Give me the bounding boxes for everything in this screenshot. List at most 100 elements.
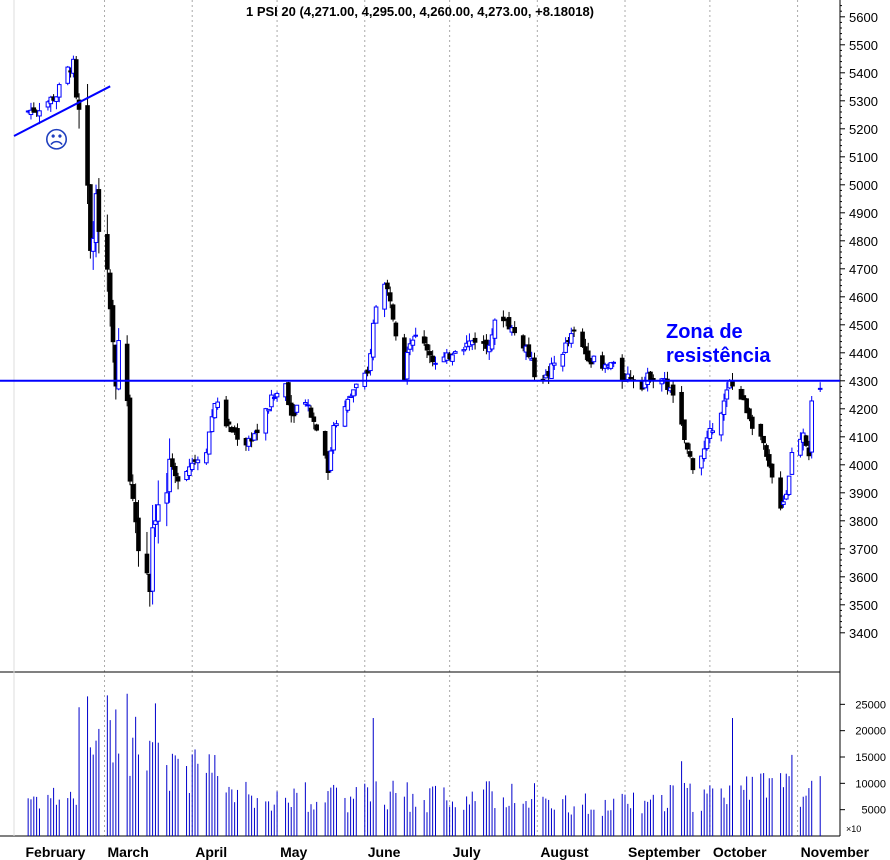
- candle-body: [127, 397, 133, 482]
- price-tick-label: 4100: [849, 430, 878, 445]
- price-tick-label: 5600: [849, 10, 878, 25]
- candle-body: [342, 406, 348, 427]
- month-gridlines: [104, 0, 799, 836]
- month-label: June: [368, 844, 401, 860]
- annotation-line-1: Zona de: [666, 321, 743, 343]
- candle-body: [314, 424, 319, 431]
- candle-body: [724, 389, 730, 400]
- candle-body: [133, 502, 138, 523]
- candle-body: [789, 452, 795, 475]
- candle-body: [155, 504, 161, 522]
- trendline: [13, 85, 111, 137]
- candle-body: [628, 376, 633, 379]
- candle-body: [144, 553, 150, 574]
- candle-body: [215, 401, 220, 408]
- candle-body: [189, 462, 195, 471]
- candle-body: [461, 349, 467, 352]
- candle-body: [591, 355, 597, 363]
- candle-body: [130, 484, 136, 499]
- candle-body: [778, 477, 783, 509]
- candle-body: [512, 327, 517, 334]
- candle-body: [345, 398, 351, 411]
- candle-body: [721, 400, 727, 415]
- candle-body: [747, 408, 752, 420]
- candle-body: [288, 402, 294, 416]
- candle-body: [90, 237, 96, 252]
- candle-body: [334, 423, 339, 427]
- candle-body: [670, 384, 676, 396]
- candle-body: [489, 334, 495, 350]
- month-label: July: [453, 844, 481, 860]
- candle-body: [107, 272, 113, 310]
- candle-body: [407, 343, 413, 350]
- month-label: April: [195, 844, 227, 860]
- candle-body: [271, 396, 277, 399]
- candle-body: [382, 283, 387, 310]
- volume-tick-label: 20000: [855, 726, 886, 738]
- candle-body: [235, 428, 240, 440]
- candle-body: [469, 340, 475, 346]
- month-label: March: [108, 844, 149, 860]
- candle-body: [85, 105, 90, 186]
- sad-face-icon: ☹: [44, 126, 70, 154]
- candle-body: [212, 402, 218, 419]
- candle-body: [294, 404, 300, 413]
- candle-body: [571, 329, 577, 332]
- resistance-annotation: Zona de resistência: [666, 320, 771, 368]
- candle-body: [124, 343, 130, 402]
- candle-body: [809, 400, 815, 453]
- overlay-lines: [0, 85, 840, 382]
- month-label: August: [540, 844, 589, 860]
- candle-body: [741, 395, 747, 401]
- candle-body: [96, 189, 102, 232]
- chart-frame: [0, 0, 841, 837]
- candle-body: [413, 334, 418, 337]
- price-tick-label: 5500: [849, 38, 878, 53]
- candle-body: [783, 493, 789, 500]
- price-tick-label: 4300: [849, 374, 878, 389]
- candle-body: [45, 101, 51, 108]
- candle-body: [348, 395, 353, 398]
- candle-body: [263, 408, 269, 434]
- chart-title: 1 PSI 20 (4,271.00, 4,295.00, 4,260.00, …: [245, 4, 595, 19]
- candle-body: [665, 378, 670, 390]
- candle-body: [206, 431, 212, 455]
- candle-body: [583, 346, 588, 355]
- month-label: February: [25, 844, 85, 860]
- candle-body: [76, 99, 82, 110]
- candle-body: [738, 388, 744, 400]
- candle-body: [54, 96, 59, 102]
- candle-body: [404, 351, 410, 380]
- annotation-line-2: resistência: [666, 345, 771, 367]
- candle-body: [761, 435, 766, 444]
- price-tick-label: 3900: [849, 486, 878, 501]
- candle-body: [370, 322, 376, 358]
- candle-body: [88, 184, 93, 251]
- candle-body: [611, 361, 616, 364]
- price-tick-label: 5200: [849, 122, 878, 137]
- candle-body: [769, 463, 775, 478]
- candle-body: [687, 451, 693, 457]
- volume-tick-label: 5000: [862, 805, 886, 817]
- candle-body: [110, 305, 116, 343]
- candle-body: [368, 353, 373, 372]
- price-tick-label: 5100: [849, 150, 878, 165]
- volume-axis: 5000 10000 15000 20000 25000 ×10: [840, 699, 886, 834]
- price-tick-label: 5300: [849, 94, 878, 109]
- candle-body: [150, 527, 155, 592]
- candle-body: [551, 362, 557, 366]
- candle-body: [303, 401, 308, 405]
- candle-body: [223, 399, 229, 427]
- candle-body: [393, 322, 399, 337]
- price-tick-label: 4800: [849, 234, 878, 249]
- candle-body: [266, 408, 271, 412]
- candle-body: [373, 306, 379, 324]
- price-tick-label: 5400: [849, 66, 878, 81]
- price-tick-label: 5000: [849, 178, 878, 193]
- candle-body: [73, 59, 79, 98]
- price-tick-label: 4700: [849, 262, 878, 277]
- candle-body: [365, 369, 370, 374]
- candle-body: [226, 421, 232, 425]
- candle-body: [246, 437, 252, 447]
